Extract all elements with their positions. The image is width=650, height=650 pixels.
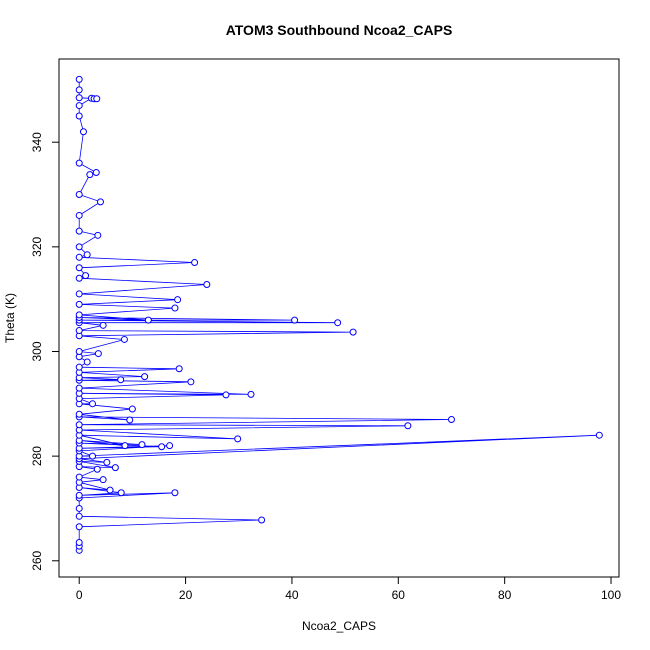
data-point xyxy=(75,347,83,355)
data-point xyxy=(75,421,83,429)
data-point xyxy=(93,465,101,473)
data-point xyxy=(75,327,83,335)
data-point xyxy=(106,486,114,494)
data-point xyxy=(75,410,83,418)
y-tick-label: 300 xyxy=(30,341,44,361)
data-point xyxy=(83,251,91,259)
data-point xyxy=(404,422,412,430)
x-tick-label: 100 xyxy=(601,588,621,602)
data-point xyxy=(75,363,83,371)
data-point xyxy=(144,316,152,324)
data-point xyxy=(75,384,83,392)
data-point xyxy=(187,378,195,386)
data-point xyxy=(75,504,83,512)
x-axis-label: Ncoa2_CAPS xyxy=(302,619,376,633)
data-point xyxy=(117,376,125,384)
data-point xyxy=(75,94,83,102)
data-point xyxy=(75,523,83,531)
y-axis-label: Theta (K) xyxy=(3,293,17,343)
data-point xyxy=(89,452,97,460)
data-point xyxy=(82,272,90,280)
data-point xyxy=(75,102,83,110)
data-point xyxy=(89,400,97,408)
data-point xyxy=(174,296,182,304)
data-point xyxy=(75,491,83,499)
x-tick-label: 0 xyxy=(76,588,83,602)
data-point xyxy=(75,112,83,120)
data-point xyxy=(93,95,101,103)
x-tick-label: 20 xyxy=(179,588,193,602)
y-tick-label: 260 xyxy=(30,550,44,570)
data-point xyxy=(138,441,146,449)
data-point xyxy=(171,304,179,312)
data-point xyxy=(75,290,83,298)
data-point xyxy=(171,489,179,497)
data-point xyxy=(103,458,111,466)
data-point xyxy=(334,319,342,327)
data-point xyxy=(247,390,255,398)
data-point xyxy=(99,476,107,484)
data-point xyxy=(96,198,104,206)
data-point xyxy=(83,358,91,366)
data-point xyxy=(75,253,83,261)
data-point xyxy=(166,442,174,450)
x-tick-label: 60 xyxy=(392,588,406,602)
chart-title: ATOM3 Southbound Ncoa2_CAPS xyxy=(226,22,453,38)
data-point xyxy=(175,365,183,373)
data-point xyxy=(75,211,83,219)
x-tick-label: 80 xyxy=(498,588,512,602)
data-point xyxy=(349,328,357,336)
data-point xyxy=(447,416,455,424)
data-point xyxy=(120,335,128,343)
data-point xyxy=(595,431,603,439)
data-point xyxy=(94,350,102,358)
data-point xyxy=(203,281,211,289)
data-point xyxy=(75,191,83,199)
data-point xyxy=(126,416,134,424)
data-point xyxy=(94,231,102,239)
data-point xyxy=(121,442,129,450)
data-point xyxy=(234,435,242,443)
x-tick-label: 40 xyxy=(285,588,299,602)
data-point xyxy=(79,128,87,136)
data-point xyxy=(92,169,100,177)
data-point xyxy=(86,171,94,179)
data-point xyxy=(75,86,83,94)
data-point xyxy=(222,391,230,399)
data-point xyxy=(75,311,83,319)
data-point xyxy=(75,274,83,282)
data-point xyxy=(75,264,83,272)
data-point xyxy=(75,512,83,520)
data-point xyxy=(141,373,149,381)
data-point xyxy=(75,227,83,235)
data-point xyxy=(75,243,83,251)
data-point xyxy=(191,259,199,267)
data-point xyxy=(75,75,83,83)
data-point xyxy=(75,300,83,308)
data-point xyxy=(117,489,125,497)
data-point xyxy=(75,538,83,546)
data-point xyxy=(75,473,83,481)
data-point xyxy=(291,316,299,324)
y-tick-label: 280 xyxy=(30,446,44,466)
data-point xyxy=(158,443,166,451)
data-point xyxy=(258,516,266,524)
y-tick-label: 320 xyxy=(30,237,44,257)
y-tick-label: 340 xyxy=(30,132,44,152)
data-point xyxy=(111,464,119,472)
data-point xyxy=(128,405,136,413)
data-point xyxy=(75,159,83,167)
data-point xyxy=(99,321,107,329)
